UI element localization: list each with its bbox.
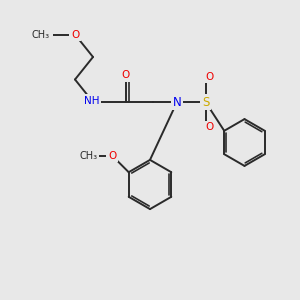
Text: CH₃: CH₃ [79, 151, 97, 161]
Text: O: O [71, 29, 79, 40]
Text: O: O [206, 71, 214, 82]
Text: O: O [122, 70, 130, 80]
Text: O: O [108, 151, 116, 161]
Text: NH: NH [84, 95, 99, 106]
Text: O: O [71, 29, 79, 40]
Text: CH₃: CH₃ [33, 29, 51, 40]
Text: O: O [206, 122, 214, 133]
Text: S: S [202, 95, 209, 109]
Text: CH₃: CH₃ [32, 29, 50, 40]
Text: N: N [172, 95, 182, 109]
